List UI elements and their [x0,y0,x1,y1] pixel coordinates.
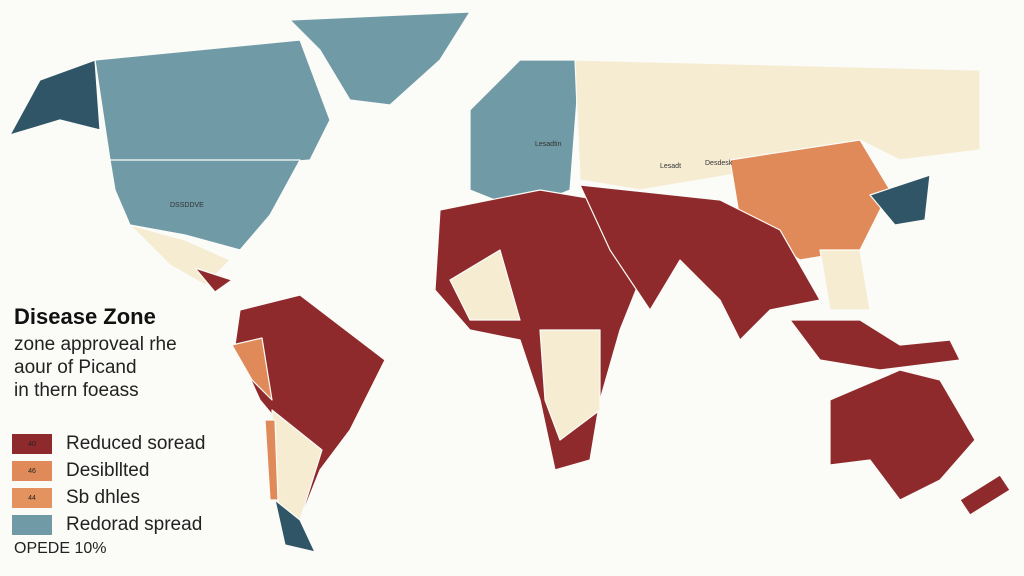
legend-label: Reduced soread [66,433,205,455]
legend-item: 46 Desibllted [12,460,149,482]
legend-label: Desibllted [66,460,149,482]
title: Disease Zone [14,304,156,330]
map-label: Desdesk [705,160,733,167]
legend-swatch: 40 [12,434,52,454]
legend-swatch: 44 [12,488,52,508]
legend-label: Sb dhles [66,487,140,509]
subtitle: in thern foeass [14,380,139,402]
map-label: Lesadtin [535,141,562,148]
legend-item: Redorad spread [12,514,202,536]
southeast-asia [820,250,870,310]
indonesia [790,320,960,370]
europe [470,60,580,210]
legend-item: 40 Reduced soread [12,433,205,455]
legend-swatch: 46 [12,461,52,481]
subtitle: zone approveal rhe [14,334,177,356]
legend-swatch [12,515,52,535]
usa [110,160,300,250]
map-label: Lesadt [660,163,681,170]
legend-footer: OPEDE 10% [14,540,106,558]
new-zealand [960,475,1010,515]
map-label: DSSDDVE [170,202,204,209]
canada [95,40,330,165]
legend-item: 44 Sb dhles [12,487,140,509]
alaska [10,60,100,135]
legend-label: Redorad spread [66,514,202,536]
subtitle: aour of Picand [14,357,137,379]
chile [265,420,278,500]
australia [830,370,975,500]
